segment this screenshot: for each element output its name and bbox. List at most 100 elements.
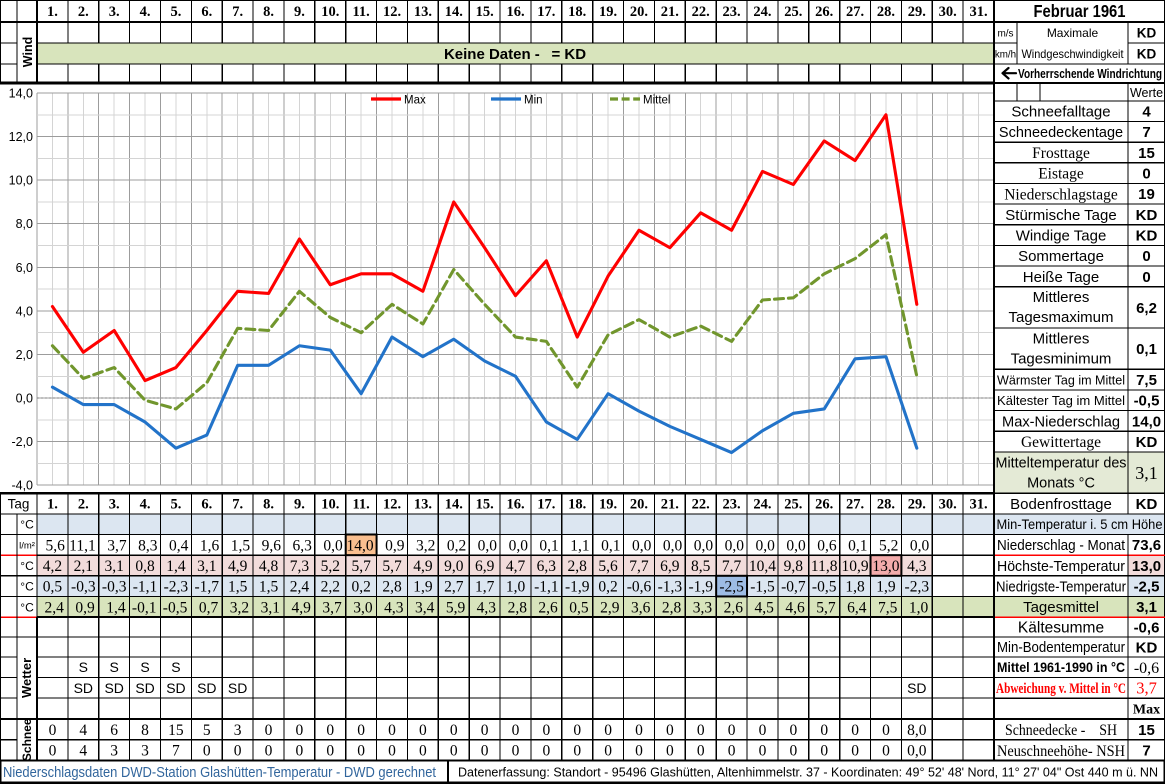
svg-text:4,9: 4,9 <box>291 599 311 616</box>
svg-text:0: 0 <box>481 743 489 760</box>
svg-text:1,7: 1,7 <box>475 579 495 596</box>
svg-text:2,0: 2,0 <box>16 348 33 362</box>
svg-text:0: 0 <box>635 722 643 739</box>
svg-text:4.: 4. <box>140 4 151 20</box>
svg-text:0,2: 0,2 <box>351 579 370 596</box>
svg-text:Max-Niederschlag: Max-Niederschlag <box>1002 414 1120 430</box>
svg-text:Maximale: Maximale <box>1047 26 1099 40</box>
svg-text:0: 0 <box>296 743 304 760</box>
svg-text:Min: Min <box>524 95 543 107</box>
svg-text:Min-Bodentemperatur: Min-Bodentemperatur <box>997 640 1125 656</box>
svg-text:11,1: 11,1 <box>69 537 96 554</box>
svg-text:3,1: 3,1 <box>1135 463 1158 483</box>
svg-text:0: 0 <box>573 722 581 739</box>
svg-text:SD: SD <box>104 680 123 696</box>
svg-text:0: 0 <box>49 743 57 760</box>
svg-text:°C: °C <box>20 518 34 532</box>
svg-text:S: S <box>171 659 180 675</box>
svg-text:-2,3: -2,3 <box>905 579 930 596</box>
svg-text:0: 0 <box>419 722 427 739</box>
svg-text:KD: KD <box>1136 434 1158 451</box>
svg-text:0: 0 <box>789 743 797 760</box>
svg-text:7: 7 <box>172 743 180 760</box>
svg-text:0: 0 <box>512 743 520 760</box>
svg-text:18.: 18. <box>568 4 586 20</box>
svg-text:0: 0 <box>326 722 334 739</box>
svg-text:0,0: 0,0 <box>509 537 529 554</box>
svg-text:1.: 1. <box>47 497 58 513</box>
svg-text:5.: 5. <box>170 4 181 20</box>
svg-text:7,5: 7,5 <box>1136 372 1157 389</box>
svg-text:Niederschlagsdaten DWD-Station: Niederschlagsdaten DWD-Station Glashütte… <box>3 764 437 781</box>
svg-text:22.: 22. <box>692 497 710 513</box>
svg-text:0: 0 <box>820 722 828 739</box>
svg-text:9.: 9. <box>294 4 305 20</box>
svg-text:5,2: 5,2 <box>321 558 340 575</box>
svg-text:Bodenfrosttage: Bodenfrosttage <box>1010 496 1112 513</box>
svg-text:SD: SD <box>907 680 926 696</box>
svg-text:Gewittertage: Gewittertage <box>1021 434 1101 451</box>
svg-text:10,4: 10,4 <box>749 558 776 575</box>
svg-text:4,9: 4,9 <box>413 558 433 575</box>
svg-text:6,2: 6,2 <box>1136 300 1157 317</box>
svg-text:0,8: 0,8 <box>135 558 155 575</box>
svg-text:27.: 27. <box>846 497 864 513</box>
svg-text:4,3: 4,3 <box>477 599 497 616</box>
svg-text:0,4: 0,4 <box>169 537 189 554</box>
svg-text:0,2: 0,2 <box>447 537 466 554</box>
svg-text:Datenerfassung: Standort -: Datenerfassung: Standort - 95496 Glashüt… <box>458 766 1158 780</box>
svg-text:7,5: 7,5 <box>878 599 898 616</box>
svg-text:5,6: 5,6 <box>45 537 65 554</box>
svg-text:0: 0 <box>357 722 365 739</box>
svg-text:Monats °C: Monats °C <box>1027 475 1095 491</box>
svg-text:Werte: Werte <box>1130 85 1163 100</box>
svg-text:0: 0 <box>882 722 890 739</box>
svg-text:7,7: 7,7 <box>629 558 649 575</box>
svg-text:15: 15 <box>168 722 184 739</box>
svg-text:14.: 14. <box>445 4 463 20</box>
svg-text:0: 0 <box>265 743 273 760</box>
svg-text:2,8: 2,8 <box>508 599 528 616</box>
svg-text:0: 0 <box>234 743 242 760</box>
svg-text:4,8: 4,8 <box>259 558 279 575</box>
svg-text:KD: KD <box>1136 227 1158 244</box>
svg-text:0: 0 <box>759 722 767 739</box>
svg-text:26.: 26. <box>815 497 833 513</box>
svg-text:Vorherrschende Windrichtung: Vorherrschende Windrichtung <box>1018 66 1162 81</box>
svg-text:Windgeschwindigkeit: Windgeschwindigkeit <box>1022 47 1125 61</box>
svg-text:12.: 12. <box>383 497 401 513</box>
svg-text:-2,5: -2,5 <box>1134 579 1160 596</box>
svg-text:31.: 31. <box>969 4 987 20</box>
svg-text:1,0: 1,0 <box>506 579 526 596</box>
svg-text:3,7: 3,7 <box>1136 679 1157 698</box>
svg-text:Min-Temperatur i. 5 cm Höhe: Min-Temperatur i. 5 cm Höhe <box>997 517 1163 532</box>
svg-text:2,8: 2,8 <box>568 558 588 575</box>
svg-text:7,7: 7,7 <box>722 558 742 575</box>
svg-text:KD: KD <box>1136 496 1158 513</box>
svg-text:0,0: 0,0 <box>910 537 930 554</box>
svg-text:0: 0 <box>573 743 581 760</box>
svg-text:6.: 6. <box>201 497 212 513</box>
svg-text:0,5: 0,5 <box>43 579 63 596</box>
svg-text:21.: 21. <box>661 497 679 513</box>
svg-text:-2,5: -2,5 <box>719 579 744 596</box>
svg-text:20.: 20. <box>630 4 648 20</box>
svg-text:-1,1: -1,1 <box>534 579 559 596</box>
svg-text:Februar 1961: Februar 1961 <box>1034 1 1126 21</box>
svg-text:0: 0 <box>1142 166 1150 183</box>
svg-text:3.: 3. <box>109 497 120 513</box>
svg-text:-2,3: -2,3 <box>164 579 189 596</box>
svg-text:13.: 13. <box>414 4 432 20</box>
svg-text:-0,5: -0,5 <box>163 599 188 616</box>
svg-text:2.: 2. <box>78 4 89 20</box>
svg-text:Schneedecke - SH: Schneedecke - SH <box>1005 722 1117 739</box>
svg-text:15: 15 <box>1138 145 1155 162</box>
svg-text:0: 0 <box>666 722 674 739</box>
svg-text:3,1: 3,1 <box>1136 599 1157 616</box>
svg-text:Niederschlag - Monat: Niederschlag - Monat <box>997 537 1126 554</box>
svg-text:1,5: 1,5 <box>231 537 251 554</box>
svg-text:Mittleres: Mittleres <box>1033 331 1090 348</box>
svg-text:0: 0 <box>604 743 612 760</box>
svg-text:8,0: 8,0 <box>907 722 927 739</box>
svg-text:0: 0 <box>759 743 767 760</box>
